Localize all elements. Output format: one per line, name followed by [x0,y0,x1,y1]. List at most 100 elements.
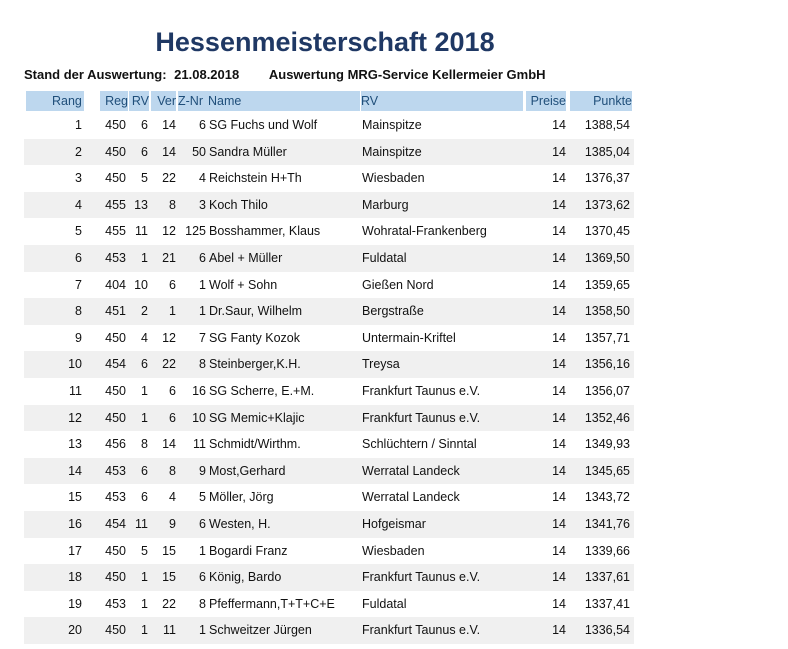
table-header: Rang Reg RV Ver Z-Nr Name RV Preise Punk… [24,90,634,112]
evaluation-provider: Auswertung MRG-Service Kellermeier GmbH [268,67,546,82]
cell-punkte: 1356,07 [584,383,630,398]
cell-name: SG Fanty Kozok [209,330,301,345]
cell-rv-name: Werratal Landeck [362,490,460,505]
cell-znr: 4 [199,171,206,186]
cell-preise: 14 [552,490,566,505]
cell-znr: 1 [199,304,206,319]
cell-rv: 5 [141,171,148,186]
cell-preise: 14 [552,596,566,611]
cell-preise: 14 [552,144,566,159]
cell-ver: 11 [163,623,176,638]
cell-rv-name: Treysa [362,357,400,372]
header-reg: Reg [100,91,128,111]
cell-rv: 1 [141,383,148,398]
table-row: 8 451 2 1 1 Dr.Saur, Wilhelm Bergstraße 14 1358,… [24,298,634,325]
cell-rv-name: Schlüchtern / Sinntal [362,437,477,452]
cell-ver: 12 [162,330,176,345]
header-preise: Preise [526,91,566,111]
cell-rv-name: Marburg [362,197,409,212]
cell-punkte: 1370,45 [584,224,630,239]
cell-ver: 9 [169,516,176,531]
evaluation-date: 21.08.2018 [174,67,240,82]
cell-ver: 14 [162,437,176,452]
cell-reg: 450 [105,330,126,345]
cell-reg: 454 [105,357,126,372]
cell-znr: 7 [199,330,206,345]
cell-name: Bosshammer, Klaus [209,224,321,239]
results-table: Rang Reg RV Ver Z-Nr Name RV Preise Punk… [24,90,634,644]
cell-name: Westen, H. [209,516,271,531]
cell-preise: 14 [552,250,566,265]
evaluation-info: Stand der Auswertung: 21.08.2018 Auswert… [24,67,546,82]
cell-reg: 450 [105,144,126,159]
cell-rang: 19 [68,596,82,611]
cell-znr: 6 [199,516,206,531]
cell-preise: 14 [552,277,566,292]
cell-znr: 16 [192,383,206,398]
cell-preise: 14 [552,410,566,425]
cell-rv: 1 [141,623,148,638]
header-ver: Ver [151,91,176,111]
cell-reg: 455 [105,197,126,212]
cell-punkte: 1385,04 [584,144,630,159]
cell-name: SG Memic+Klajic [209,410,305,425]
cell-ver: 21 [162,250,176,265]
cell-punkte: 1369,50 [584,250,630,265]
table-row: 7 404 10 6 1 Wolf + Sohn Gießen Nord 14 1359,65 [24,272,634,299]
cell-rv-name: Mainspitze [362,144,422,159]
cell-rang: 7 [75,277,82,292]
cell-preise: 14 [552,570,566,585]
cell-rv: 10 [134,277,148,292]
evaluation-label: Stand der Auswertung: [24,67,167,82]
cell-znr: 125 [185,224,206,239]
cell-punkte: 1376,37 [584,171,630,186]
cell-rv-name: Hofgeismar [362,516,426,531]
cell-reg: 451 [105,304,126,319]
cell-name: SG Scherre, E.+M. [209,383,315,398]
cell-rv: 1 [141,570,148,585]
cell-punkte: 1337,41 [584,596,630,611]
cell-name: Dr.Saur, Wilhelm [209,304,303,319]
table-row: 20 450 1 11 1 Schweitzer Jürgen Frankfurt Taun… [24,617,634,644]
cell-name: Wolf + Sohn [209,277,278,292]
cell-rv-name: Untermain-Kriftel [362,330,456,345]
cell-rv-name: Wiesbaden [362,543,425,558]
cell-name: Abel + Müller [209,250,283,265]
cell-ver: 12 [162,224,176,239]
cell-rang: 2 [75,144,82,159]
cell-punkte: 1356,16 [584,357,630,372]
cell-znr: 8 [199,357,206,372]
header-name: Name [208,91,360,111]
cell-znr: 10 [192,410,206,425]
cell-punkte: 1336,54 [584,623,630,638]
cell-rang: 5 [75,224,82,239]
cell-rv: 11 [135,516,148,531]
cell-rv-name: Mainspitze [362,118,422,132]
cell-ver: 22 [162,596,176,611]
cell-punkte: 1345,65 [584,463,630,478]
cell-reg: 450 [105,543,126,558]
cell-rv-name: Frankfurt Taunus e.V. [362,623,481,638]
cell-rv-name: Frankfurt Taunus e.V. [362,410,481,425]
cell-rv-name: Fuldatal [362,596,407,611]
cell-rv-name: Gießen Nord [362,277,434,292]
table-row: 16 454 11 9 6 Westen, H. Hofgeismar 14 1341,76 [24,510,634,538]
cell-reg: 453 [105,596,126,611]
header-rang: Rang [26,91,84,111]
cell-reg: 455 [105,224,126,239]
table-body: 1 450 6 14 6 SG Fuchs und Wolf Mainspitze 14 138… [24,112,634,644]
cell-rv: 5 [141,543,148,558]
table-row: 14 453 6 8 9 Most,Gerhard Werratal Landeck 14 13… [24,457,634,485]
cell-rv: 4 [141,330,148,345]
cell-rang: 13 [68,437,82,452]
cell-reg: 450 [105,118,126,132]
cell-punkte: 1352,46 [584,410,630,425]
cell-rv: 11 [135,224,148,239]
cell-reg: 450 [105,623,126,638]
cell-rang: 9 [75,330,82,345]
cell-reg: 450 [105,570,126,585]
cell-ver: 8 [169,197,176,212]
cell-rang: 11 [69,383,82,398]
cell-rv: 6 [141,490,148,505]
table-row: 9 450 4 12 7 SG Fanty Kozok Untermain-Kriftel 1… [24,325,634,352]
